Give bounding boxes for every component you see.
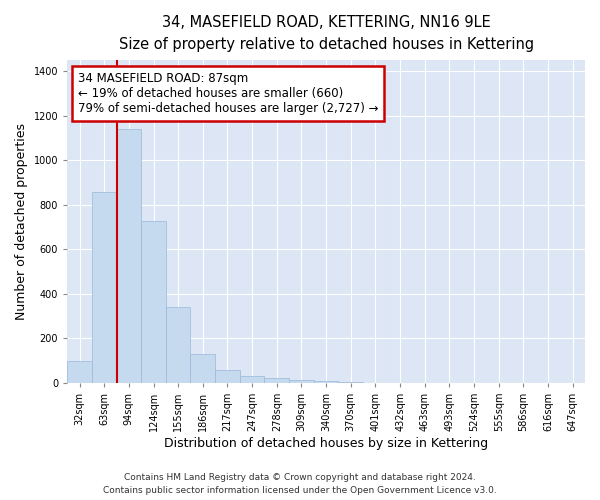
Bar	[314, 381, 338, 383]
Bar	[240, 376, 265, 383]
Bar	[141, 220, 166, 383]
Title: 34, MASEFIELD ROAD, KETTERING, NN16 9LE
Size of property relative to detached ho: 34, MASEFIELD ROAD, KETTERING, NN16 9LE …	[119, 15, 533, 52]
Bar	[265, 378, 289, 383]
Y-axis label: Number of detached properties: Number of detached properties	[15, 123, 28, 320]
Bar	[166, 308, 190, 383]
Bar	[289, 380, 314, 383]
Bar	[67, 360, 92, 383]
Bar	[190, 354, 215, 383]
Bar	[92, 192, 116, 383]
Bar	[116, 130, 141, 383]
Bar	[338, 382, 363, 383]
Text: Contains HM Land Registry data © Crown copyright and database right 2024.
Contai: Contains HM Land Registry data © Crown c…	[103, 474, 497, 495]
X-axis label: Distribution of detached houses by size in Kettering: Distribution of detached houses by size …	[164, 437, 488, 450]
Text: 34 MASEFIELD ROAD: 87sqm
← 19% of detached houses are smaller (660)
79% of semi-: 34 MASEFIELD ROAD: 87sqm ← 19% of detach…	[77, 72, 378, 114]
Bar	[215, 370, 240, 383]
